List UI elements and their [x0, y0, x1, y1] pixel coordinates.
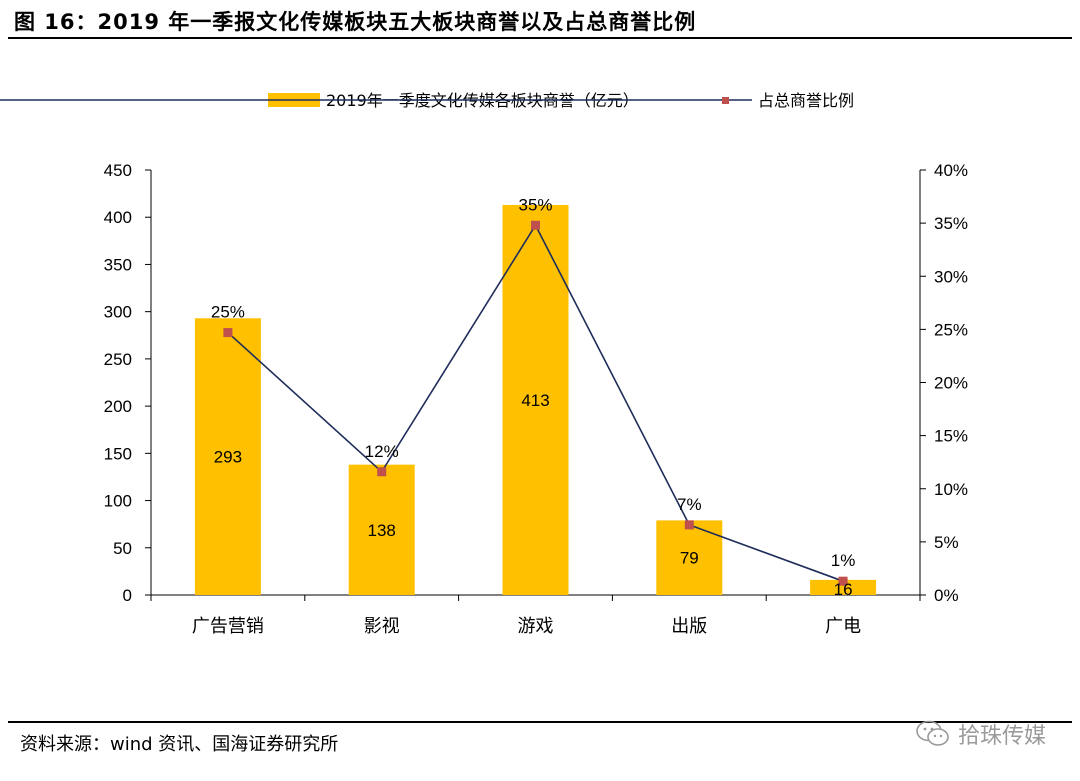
ratio-marker [684, 520, 694, 530]
ratio-value-label: 7% [677, 495, 702, 514]
bar [348, 464, 415, 595]
bar-value-label: 79 [680, 549, 699, 568]
legend: 2019年一季度文化传媒各板块商誉（亿元） 占总商誉比例 [0, 91, 854, 110]
left-tick-label: 300 [104, 303, 132, 322]
left-tick-label: 450 [104, 161, 132, 180]
ratio-marker [223, 328, 233, 338]
watermark-text: 拾珠传媒 [957, 724, 1046, 749]
x-category-label: 广电 [825, 616, 861, 637]
legend-line-label: 占总商誉比例 [758, 91, 854, 110]
bar-value-label: 138 [368, 521, 396, 540]
line-series [223, 220, 848, 586]
left-tick-label: 400 [104, 208, 132, 227]
left-tick-label: 0 [123, 586, 132, 605]
right-tick-label: 40% [934, 161, 968, 180]
data-labels: 293 138 413 79 16 25% 12% 35% 7% 1% [211, 195, 856, 599]
left-tick-label: 50 [113, 539, 132, 558]
left-tick-label: 100 [104, 492, 132, 511]
right-tick-label: 35% [934, 214, 968, 233]
ratio-value-label: 12% [365, 442, 399, 461]
right-tick-label: 5% [934, 533, 959, 552]
ratio-marker [531, 220, 540, 230]
ratio-marker [377, 467, 387, 477]
bar [810, 579, 877, 595]
right-tick-label: 0% [934, 586, 959, 605]
bar-value-label: 413 [521, 391, 549, 410]
left-tick-label: 250 [104, 350, 132, 369]
left-tick-label: 350 [104, 255, 132, 274]
x-category-label: 广告营销 [192, 616, 264, 637]
x-category-label: 游戏 [518, 616, 554, 637]
wechat-icon [916, 720, 949, 746]
left-tick-label: 200 [104, 397, 132, 416]
right-tick-label: 20% [934, 374, 968, 393]
x-category-label: 影视 [364, 616, 400, 637]
x-category-label: 出版 [671, 616, 707, 637]
right-tick-label: 15% [934, 427, 968, 446]
title-divider [8, 37, 1072, 39]
right-tick-label: 25% [934, 320, 968, 339]
ratio-value-label: 25% [211, 303, 245, 322]
bar-series [194, 204, 877, 595]
watermark: 拾珠传媒 [916, 718, 1046, 750]
legend-line-marker [722, 97, 729, 104]
footer-divider [8, 721, 1072, 723]
ratio-marker [838, 576, 848, 586]
right-tick-label: 10% [934, 480, 968, 499]
bar-value-label: 293 [214, 448, 242, 467]
ratio-value-label: 35% [518, 195, 552, 214]
bar-value-label: 16 [834, 580, 853, 599]
right-tick-label: 30% [934, 267, 968, 286]
bar [194, 318, 261, 595]
ratio-value-label: 1% [831, 551, 856, 570]
left-tick-label: 150 [104, 444, 132, 463]
bar [502, 204, 569, 595]
source-note: 资料来源：wind 资讯、国海证券研究所 [20, 734, 339, 755]
figure-title: 图 16：2019 年一季报文化传媒板块五大板块商誉以及占总商誉比例 [14, 10, 697, 34]
